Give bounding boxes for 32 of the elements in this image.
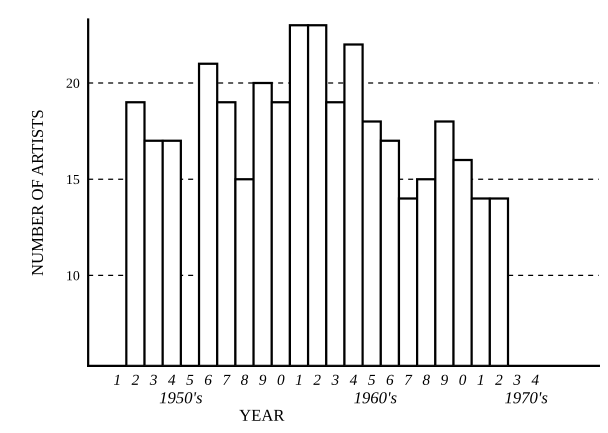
x-tick-label: 8 — [422, 374, 430, 385]
x-tick-label: 1 — [296, 374, 302, 385]
x-tick-label: 8 — [240, 374, 248, 385]
x-tick-label: 7 — [223, 374, 231, 385]
x-tick-label: 7 — [405, 374, 412, 385]
y-tick-label: 20 — [66, 78, 80, 88]
x-tick-label: 6 — [386, 374, 394, 385]
x-tick-label: 9 — [441, 374, 448, 385]
x-tick-label: 3 — [332, 374, 339, 385]
x-tick-label: 5 — [368, 374, 376, 385]
x-tick-label: 3 — [150, 374, 157, 385]
x-tick-label: 6 — [204, 374, 212, 385]
x-axis-title: YEAR — [239, 410, 284, 421]
y-tick-label: 15 — [67, 174, 80, 184]
x-tick-label: 9 — [259, 374, 266, 385]
x-tick-label: 2 — [132, 374, 139, 385]
y-axis-title: NUMBER OF ARTISTS — [32, 110, 44, 276]
x-tick-label: 5 — [186, 374, 194, 385]
x-tick-label: 2 — [495, 374, 502, 385]
x-tick-label: 0 — [278, 374, 284, 385]
y-tick-label: 10 — [67, 271, 80, 280]
x-tick-label: 3 — [513, 374, 520, 385]
x-tick-label: 1 — [477, 374, 483, 385]
text: 1970's — [505, 392, 548, 404]
x-tick-label: 0 — [459, 374, 466, 385]
text: 1960's — [354, 392, 397, 404]
x-tick-label: 4 — [168, 374, 176, 385]
x-tick-label: 1 — [114, 374, 120, 385]
x-tick-label: 4 — [531, 374, 539, 385]
x-tick-label: 2 — [313, 374, 321, 385]
text: 1950's — [160, 392, 202, 404]
x-tick-label: 4 — [350, 374, 357, 385]
